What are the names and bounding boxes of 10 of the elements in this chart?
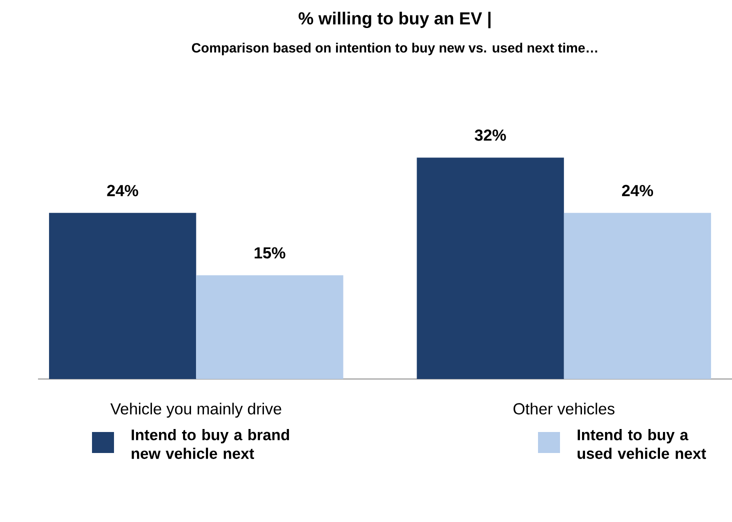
- data-label: 15%: [254, 247, 286, 258]
- chart-subtitle: Comparison based on intention to buy new vs. used next time…: [192, 42, 598, 56]
- chart-title: % willing to buy an EV |: [298, 12, 490, 28]
- legend-label: Intend to buy a brand new vehicle next: [132, 429, 289, 459]
- data-label: 32%: [474, 130, 506, 141]
- legend-label: Intend to buy a used vehicle next: [578, 429, 706, 459]
- data-label: 24%: [107, 184, 138, 196]
- x-tick-label: Vehicle you mainly drive: [110, 402, 282, 418]
- data-label: 24%: [622, 184, 654, 196]
- x-tick-label: Other vehicles: [514, 402, 614, 414]
